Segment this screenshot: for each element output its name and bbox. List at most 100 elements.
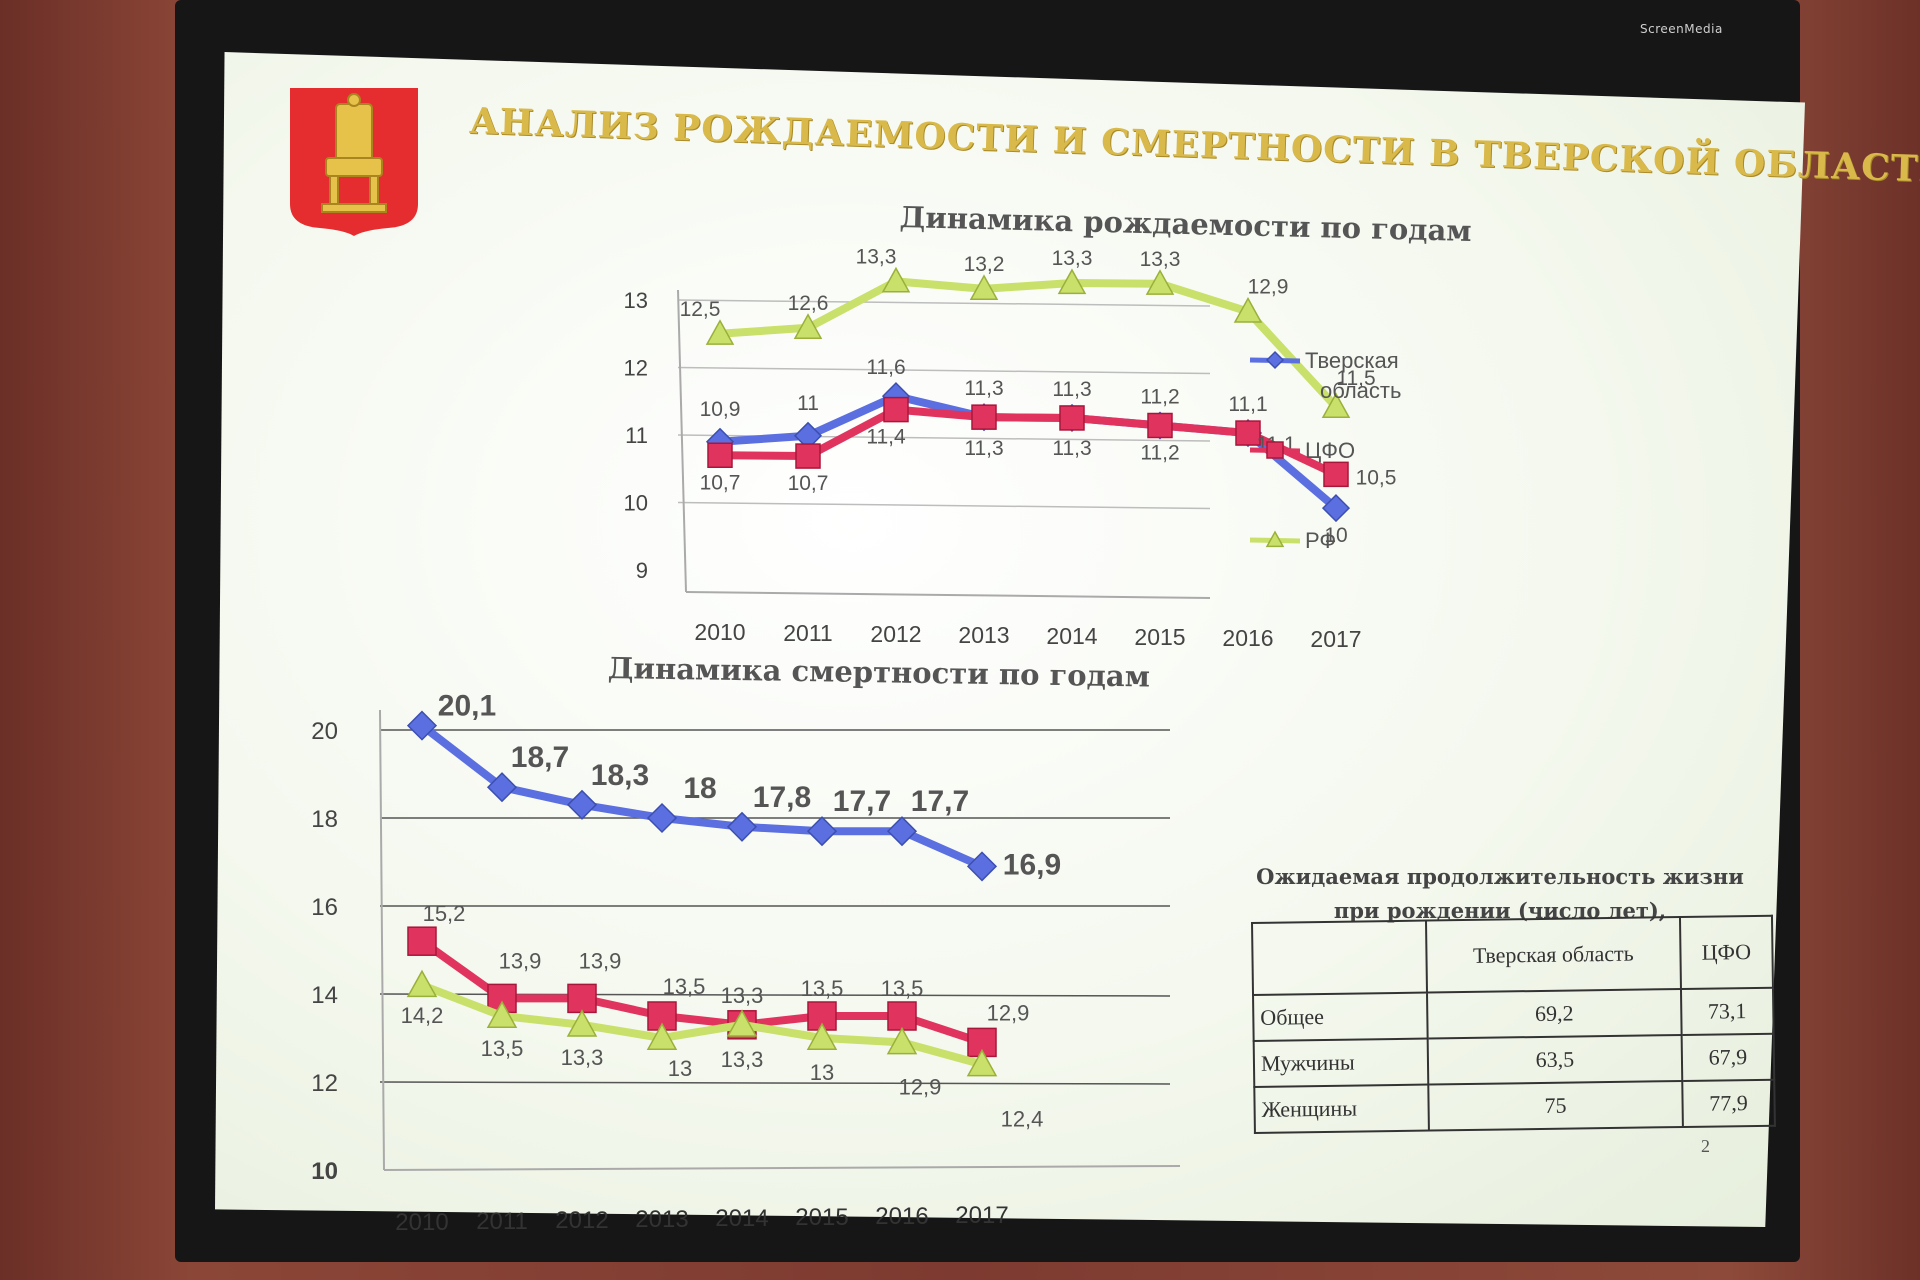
data-label: 13,9 [499, 948, 542, 973]
data-label: 10 [1324, 524, 1347, 547]
data-point [1321, 392, 1351, 418]
data-point [646, 1022, 678, 1050]
data-point [1147, 412, 1173, 439]
data-label: 12,5 [680, 298, 721, 321]
data-label: 13,3 [1052, 247, 1093, 270]
legend-label: Тверская [1305, 348, 1399, 373]
data-label: 13,5 [801, 976, 844, 1001]
x-tick-label: 2010 [395, 1209, 448, 1236]
x-tick-label: 2014 [1046, 623, 1097, 649]
data-point [646, 802, 678, 834]
y-axis [379, 709, 385, 1171]
data-label: 13,3 [561, 1045, 604, 1070]
gridline [677, 299, 1211, 307]
x-axis [685, 591, 1211, 599]
legend-label: область [1320, 378, 1401, 403]
data-label: 11,4 [866, 426, 906, 449]
data-label: 11,3 [1052, 378, 1091, 401]
data-label: 12,9 [1248, 276, 1289, 299]
data-point [969, 274, 999, 301]
x-tick-label: 2013 [958, 622, 1009, 648]
data-point [886, 1026, 918, 1055]
table-row-label: Мужчины [1253, 1038, 1429, 1087]
data-label: 10,7 [788, 472, 829, 495]
table-header-row: Тверская область ЦФО [1252, 915, 1773, 995]
data-point [566, 789, 598, 820]
slide-page-number: 2 [1701, 1136, 1710, 1156]
data-label: 13 [668, 1056, 692, 1081]
data-label: 14,2 [401, 1003, 444, 1028]
screen-brand-label: ScreenMedia [1640, 22, 1723, 36]
y-axis [677, 289, 687, 593]
x-tick-label: 2011 [476, 1208, 528, 1235]
legend-label: ЦФО [1305, 438, 1355, 463]
table-corner-cell [1252, 920, 1428, 995]
data-point [1233, 297, 1263, 323]
x-tick-label: 2016 [875, 1203, 928, 1230]
data-label: 11,3 [964, 377, 1003, 400]
data-label: 20,1 [438, 690, 496, 723]
data-label: 10,9 [700, 398, 741, 421]
data-point [707, 442, 733, 468]
data-label: 13,3 [856, 245, 897, 268]
data-label: 18 [683, 772, 716, 805]
life-expectancy-title-line1: Ожидаемая продолжительность жизни [1256, 864, 1744, 889]
data-point [1059, 405, 1085, 431]
data-label: 13,5 [663, 974, 706, 999]
data-label: 18,3 [591, 759, 649, 792]
y-tick-label: 10 [624, 491, 648, 516]
data-label: 11,5 [1336, 367, 1375, 390]
x-tick-label: 2013 [635, 1206, 688, 1233]
table-cell-cfo: 77,9 [1682, 1079, 1775, 1127]
gridline [379, 1081, 1171, 1085]
x-tick-label: 2017 [1310, 626, 1361, 652]
data-label: 11,2 [1140, 386, 1179, 409]
table-row: Общее 69,2 73,1 [1253, 987, 1774, 1041]
data-label: 12,6 [788, 292, 829, 315]
table-row-label: Общее [1253, 992, 1428, 1041]
data-label: 13,3 [721, 1047, 764, 1072]
table-cell-tver: 63,5 [1427, 1035, 1683, 1085]
data-label: 10,5 [1356, 466, 1397, 489]
data-label: 13,5 [481, 1036, 524, 1061]
series-line-3 [420, 981, 984, 1069]
data-point [726, 811, 758, 842]
data-label: 11,1 [1228, 393, 1267, 416]
y-tick-label: 9 [636, 558, 648, 583]
data-label: 17,7 [833, 785, 891, 818]
data-label: 11,3 [1052, 437, 1091, 460]
data-label: 17,8 [753, 781, 811, 814]
data-label: 18,7 [511, 741, 569, 774]
y-tick-label: 16 [311, 894, 338, 921]
data-label: 13,5 [881, 976, 924, 1001]
data-point [1321, 494, 1351, 523]
data-point [883, 396, 909, 423]
table-cell-cfo: 67,9 [1681, 1033, 1775, 1081]
data-point [887, 1001, 917, 1031]
y-tick-label: 12 [624, 356, 648, 381]
y-tick-label: 20 [311, 718, 338, 745]
data-label: 17,7 [911, 785, 969, 818]
data-point [406, 969, 438, 998]
table-row: Мужчины 63,5 67,9 [1253, 1033, 1775, 1087]
data-point [1235, 420, 1261, 446]
data-point [966, 851, 998, 882]
data-label: 13,3 [721, 983, 764, 1008]
death-rate-chart: 10 12 14 16 18 20 2010 2011 2012 2013 2014 2015 2016… [311, 690, 1181, 1236]
data-point [1057, 268, 1087, 295]
data-label: 11 [797, 392, 819, 415]
table-header-cfo: ЦФО [1679, 915, 1773, 990]
table-cell-tver: 75 [1428, 1080, 1683, 1131]
x-tick-label: 2011 [783, 620, 832, 646]
data-point [795, 443, 821, 469]
data-point [566, 1009, 598, 1037]
slide-surface [215, 52, 1805, 1227]
data-point [971, 404, 997, 430]
series-line-2 [719, 405, 1338, 478]
data-point [406, 710, 438, 741]
data-label: 10,7 [700, 471, 741, 494]
data-point [966, 1048, 998, 1077]
data-label: 13,9 [579, 948, 622, 973]
x-tick-label: 2017 [955, 1202, 1008, 1229]
table-cell-tver: 69,2 [1427, 989, 1682, 1039]
